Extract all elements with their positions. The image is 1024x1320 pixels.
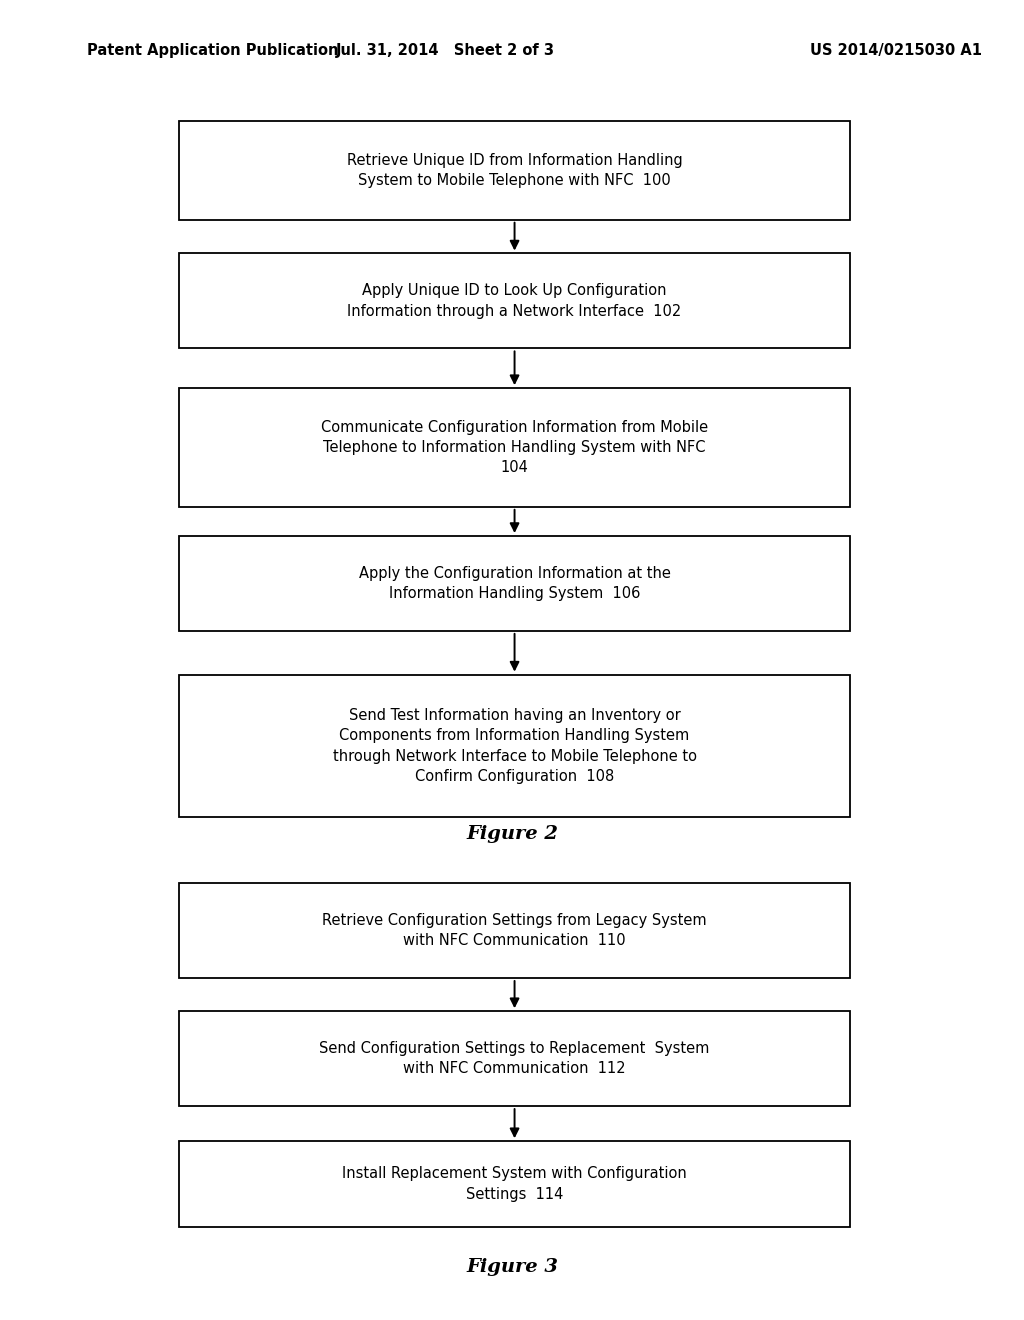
FancyBboxPatch shape: [179, 536, 850, 631]
Text: Send Test Information having an Inventory or
Components from Information Handlin: Send Test Information having an Inventor…: [333, 708, 696, 784]
Text: Retrieve Configuration Settings from Legacy System
with NFC Communication  110: Retrieve Configuration Settings from Leg…: [323, 913, 707, 948]
FancyBboxPatch shape: [179, 675, 850, 817]
Text: Figure 2: Figure 2: [466, 825, 558, 843]
FancyBboxPatch shape: [179, 1140, 850, 1228]
Text: Install Replacement System with Configuration
Settings  114: Install Replacement System with Configur…: [342, 1167, 687, 1201]
FancyBboxPatch shape: [179, 388, 850, 507]
FancyBboxPatch shape: [179, 883, 850, 978]
Text: Retrieve Unique ID from Information Handling
System to Mobile Telephone with NFC: Retrieve Unique ID from Information Hand…: [347, 153, 682, 187]
Text: US 2014/0215030 A1: US 2014/0215030 A1: [810, 42, 982, 58]
Text: Apply Unique ID to Look Up Configuration
Information through a Network Interface: Apply Unique ID to Look Up Configuration…: [347, 284, 682, 318]
FancyBboxPatch shape: [179, 253, 850, 348]
FancyBboxPatch shape: [179, 121, 850, 219]
FancyBboxPatch shape: [179, 1011, 850, 1106]
Text: Patent Application Publication: Patent Application Publication: [87, 42, 339, 58]
Text: Apply the Configuration Information at the
Information Handling System  106: Apply the Configuration Information at t…: [358, 566, 671, 601]
Text: Communicate Configuration Information from Mobile
Telephone to Information Handl: Communicate Configuration Information fr…: [321, 420, 709, 475]
Text: Jul. 31, 2014   Sheet 2 of 3: Jul. 31, 2014 Sheet 2 of 3: [336, 42, 555, 58]
Text: Figure 3: Figure 3: [466, 1258, 558, 1276]
Text: Send Configuration Settings to Replacement  System
with NFC Communication  112: Send Configuration Settings to Replaceme…: [319, 1041, 710, 1076]
